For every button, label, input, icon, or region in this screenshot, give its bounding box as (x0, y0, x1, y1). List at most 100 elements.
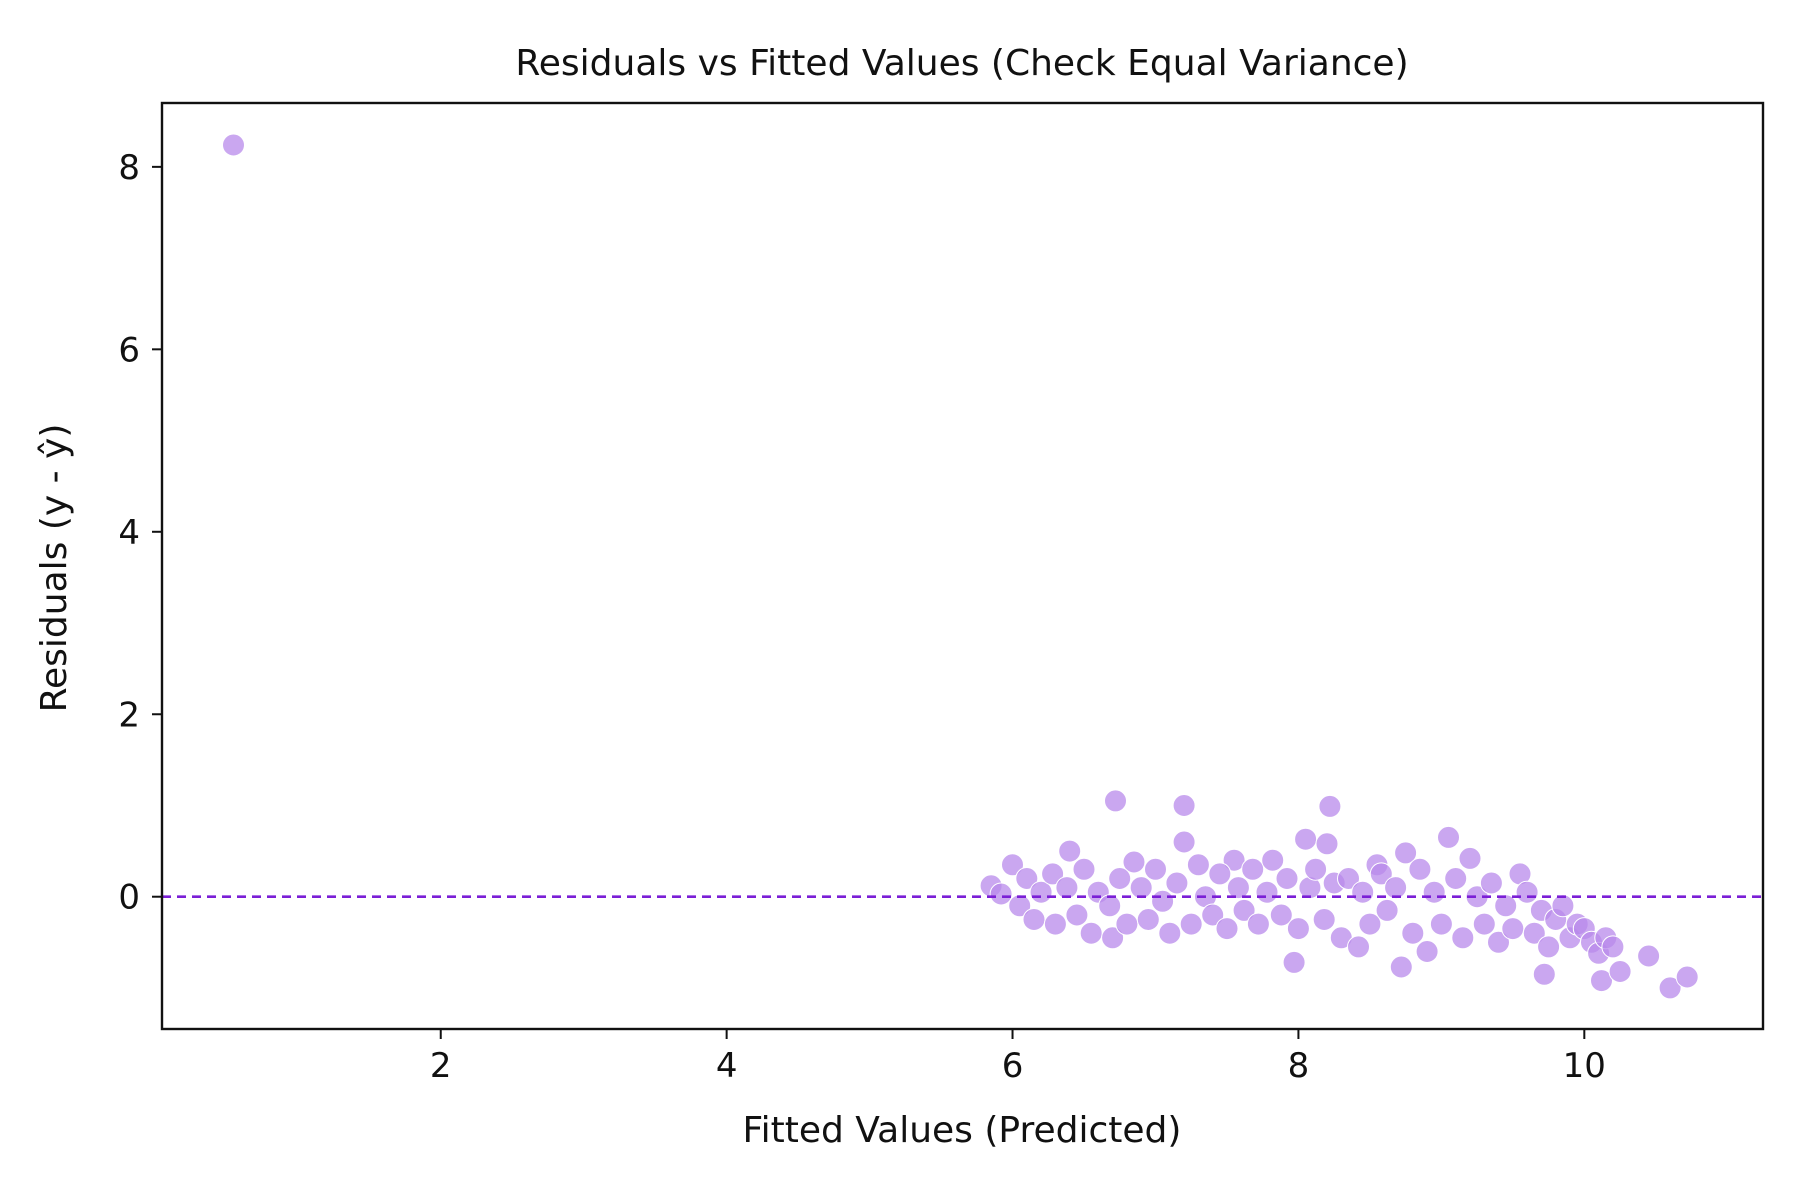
data-point (1389, 955, 1413, 979)
data-point (1282, 950, 1306, 974)
plot-frame (160, 101, 1765, 1031)
data-point (1201, 903, 1225, 927)
data-point (1104, 789, 1127, 813)
data-point (1208, 862, 1232, 886)
data-point (1384, 876, 1408, 900)
x-tick-label: 6 (1002, 1046, 1024, 1086)
y-axis-label-group: Residuals (y - ŷ) (34, 424, 75, 713)
data-point (1065, 903, 1089, 927)
data-point (1501, 917, 1525, 941)
data-point (1415, 940, 1439, 963)
data-point (1551, 894, 1575, 918)
data-point (1444, 867, 1468, 890)
data-point (1261, 848, 1285, 872)
y-tick-label: 2 (118, 695, 140, 735)
data-point (1312, 908, 1336, 931)
y-tick-label: 6 (118, 330, 140, 370)
ticks-layer: 2 4 6 8 10 0 2 4 6 8 (118, 148, 1606, 1086)
data-point (1041, 862, 1065, 886)
data-point (1437, 825, 1460, 849)
data-point (1637, 944, 1661, 968)
data-point (1165, 871, 1189, 895)
data-point (1108, 867, 1132, 890)
data-point (1179, 912, 1203, 936)
data-point (1186, 853, 1210, 877)
chart-title: Residuals vs Fitted Values (Check Equal … (515, 43, 1408, 84)
data-point (1015, 867, 1039, 890)
data-point (1226, 876, 1250, 900)
data-point (1294, 827, 1318, 851)
data-point (1058, 839, 1082, 863)
data-point (1315, 832, 1339, 856)
data-point (1479, 871, 1503, 895)
y-tick-label: 0 (118, 878, 140, 918)
data-point (1215, 917, 1239, 941)
data-point (1429, 912, 1453, 936)
data-point (1347, 935, 1370, 959)
data-point (1158, 921, 1182, 945)
data-point (1079, 921, 1103, 945)
data-point (1241, 857, 1265, 881)
data-point (1275, 867, 1299, 890)
data-point (1318, 794, 1342, 818)
data-point (1246, 912, 1270, 936)
x-axis-label: Fitted Values (Predicted) (743, 1110, 1182, 1151)
data-point (1422, 880, 1446, 904)
x-tick-label: 8 (1288, 1046, 1310, 1086)
data-point (1144, 857, 1167, 881)
data-point (1286, 917, 1310, 941)
data-point (1022, 908, 1046, 931)
data-point (989, 882, 1013, 906)
data-point (1172, 830, 1196, 854)
data-point (1608, 960, 1632, 983)
data-point (1522, 921, 1546, 945)
data-point (1408, 857, 1432, 881)
data-point (1072, 857, 1096, 881)
data-point (1055, 876, 1079, 900)
y-tick-label: 4 (118, 513, 140, 553)
x-tick-label: 10 (1563, 1046, 1606, 1086)
x-tick-label: 2 (430, 1046, 452, 1086)
data-point (1472, 912, 1496, 936)
data-point (1537, 935, 1561, 959)
data-point (1337, 867, 1360, 890)
data-point (1515, 880, 1539, 904)
data-point (1590, 969, 1613, 993)
data-point (1451, 926, 1475, 950)
data-point (1008, 894, 1032, 918)
data-point (1222, 848, 1246, 872)
data-point (1304, 857, 1328, 881)
data-point (1136, 908, 1160, 931)
y-axis-label: Residuals (y - ŷ) (34, 424, 75, 713)
data-point (1394, 841, 1418, 865)
data-point (1369, 862, 1393, 886)
data-point (1122, 850, 1146, 874)
data-point (1043, 912, 1067, 936)
data-point (1151, 889, 1175, 913)
data-point (1115, 912, 1139, 936)
data-point (1172, 794, 1196, 817)
data-point (1269, 903, 1293, 927)
data-point (1494, 894, 1518, 918)
data-point (1487, 930, 1510, 954)
data-point (1255, 880, 1279, 904)
data-point (222, 133, 245, 157)
data-point (1658, 976, 1682, 1000)
data-point (1601, 935, 1625, 959)
data-point (1532, 962, 1556, 986)
data-point (1351, 880, 1375, 904)
data-point (1458, 846, 1482, 870)
data-point (1232, 898, 1256, 922)
data-point (1401, 921, 1425, 945)
data-point (1001, 853, 1024, 877)
x-tick-label: 4 (716, 1046, 738, 1086)
data-point (1675, 965, 1699, 989)
data-point (1375, 898, 1399, 922)
data-point (1098, 894, 1122, 918)
points-layer (222, 133, 1699, 1000)
data-point (1129, 876, 1153, 900)
y-tick-label: 8 (118, 148, 140, 188)
data-point (1101, 926, 1125, 950)
